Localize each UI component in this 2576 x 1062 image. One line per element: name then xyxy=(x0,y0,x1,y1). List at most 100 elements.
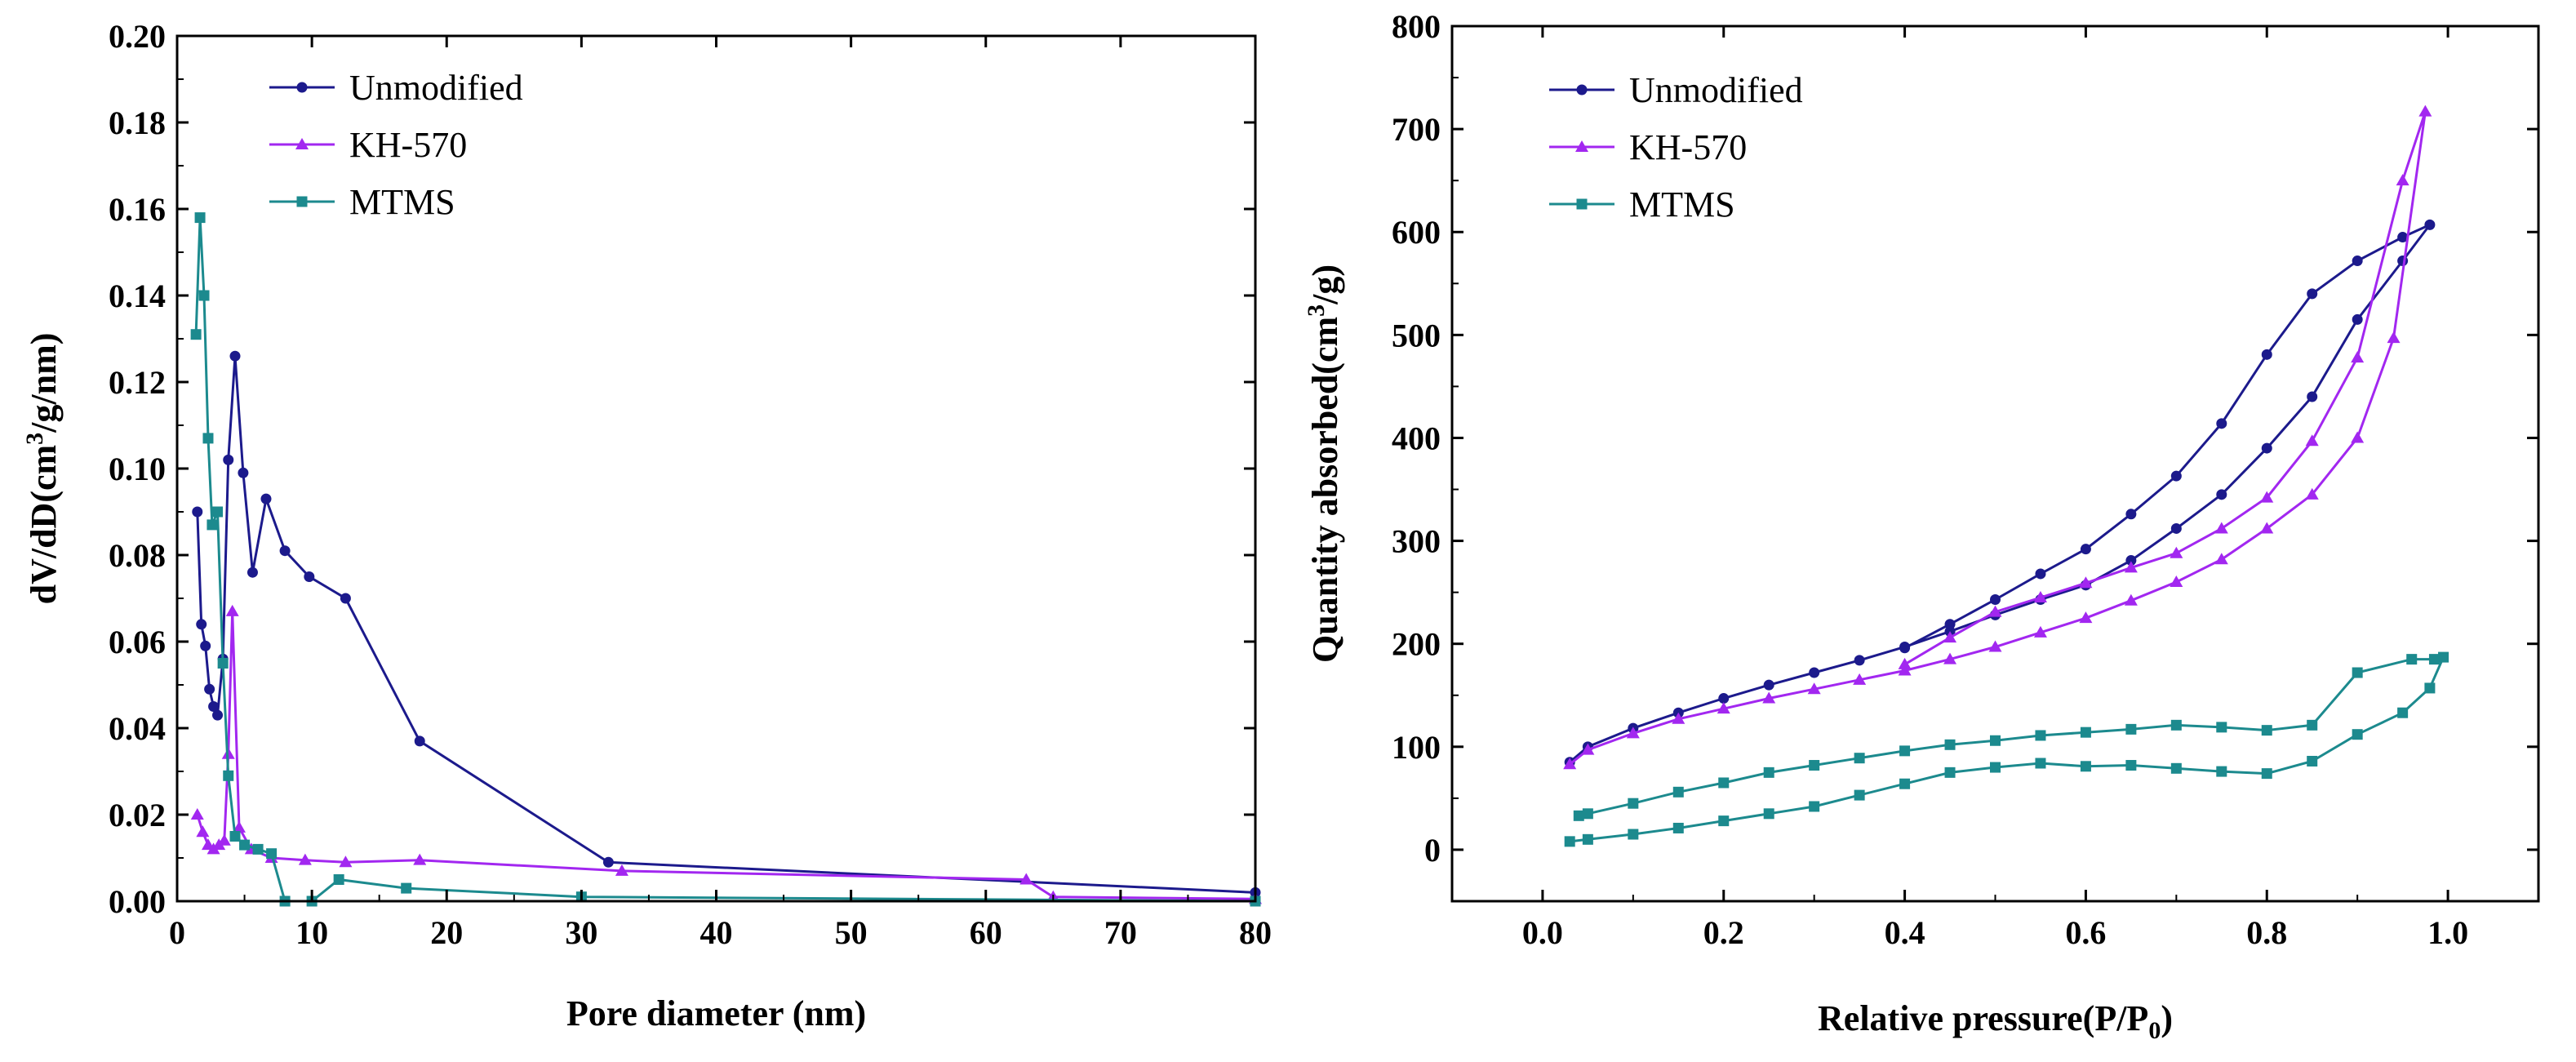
y-axis-title: dV/dD(cm3/g/nm) xyxy=(21,333,64,605)
x-tick-label: 80 xyxy=(1239,914,1272,951)
data-point xyxy=(2261,349,2272,360)
x-tick-label: 30 xyxy=(565,914,597,951)
y-axis-title-end: /g) xyxy=(1305,264,1345,305)
data-point xyxy=(1809,760,1820,771)
data-point xyxy=(217,833,231,846)
data-point xyxy=(2170,762,2182,774)
series-line xyxy=(1570,655,2446,843)
data-point xyxy=(1990,593,2001,605)
data-point xyxy=(1582,808,1593,820)
y-axis-title-main: dV/dD(cm xyxy=(24,445,64,605)
data-point xyxy=(2170,522,2182,534)
data-point xyxy=(190,329,202,340)
data-point xyxy=(2261,725,2272,736)
x-tick-label: 0.6 xyxy=(2065,914,2106,951)
data-point xyxy=(2397,232,2409,243)
series-unmodified xyxy=(192,350,1261,898)
data-point xyxy=(2397,707,2409,718)
x-tick-label: 50 xyxy=(835,914,868,951)
data-point xyxy=(1943,631,1957,643)
data-point xyxy=(1019,873,1033,885)
y-tick-label: 0.14 xyxy=(109,278,166,314)
data-point xyxy=(2079,576,2093,589)
y-tick-label: 0.08 xyxy=(109,537,166,574)
data-point xyxy=(1563,758,1577,770)
data-point xyxy=(2079,611,2093,624)
data-point xyxy=(615,864,628,876)
data-point xyxy=(2307,391,2318,402)
data-point xyxy=(238,467,249,478)
data-point xyxy=(229,350,241,362)
data-point xyxy=(1582,833,1593,845)
data-point xyxy=(207,519,218,531)
data-point xyxy=(1763,679,1774,691)
data-point xyxy=(1718,777,1730,789)
y-tick-label: 0.18 xyxy=(109,104,166,141)
x-axis-title: Pore diameter (nm) xyxy=(566,993,866,1033)
data-point xyxy=(2125,760,2137,771)
legend-marker xyxy=(1576,84,1588,96)
data-point xyxy=(1988,640,2002,652)
x-tick-label: 20 xyxy=(430,914,463,951)
y-tick-label: 0.04 xyxy=(109,710,166,747)
legend-marker xyxy=(1575,140,1588,152)
x-tick-label: 0.0 xyxy=(1522,914,1563,951)
data-point xyxy=(2170,546,2183,558)
data-point xyxy=(2216,766,2227,777)
data-point xyxy=(2170,575,2183,588)
x-tick-label: 0.4 xyxy=(1885,914,1925,951)
data-point xyxy=(2170,719,2182,731)
data-point xyxy=(2124,593,2138,606)
x-tick-label: 0 xyxy=(169,914,185,951)
data-point xyxy=(2406,654,2418,665)
data-point xyxy=(1898,657,1912,669)
data-point xyxy=(1853,673,1867,685)
pore-distribution-plot: 0 10 20 30 40 50 60 70 80 0.00 0.02 0.04 0.06 0.08 0.1… xyxy=(21,18,1272,1033)
data-point xyxy=(333,874,344,885)
data-point xyxy=(1672,822,1684,833)
data-point xyxy=(2216,418,2227,429)
data-point xyxy=(1854,753,1865,764)
x-axis-title-subscript: 0 xyxy=(2148,1017,2161,1044)
legend: Unmodified KH-570 MTMS xyxy=(269,68,523,222)
data-point xyxy=(232,820,246,833)
y-tick-label: 0.12 xyxy=(109,364,166,401)
y-axis-title-end: /g/nm) xyxy=(24,333,64,433)
data-point xyxy=(2305,434,2319,447)
data-point xyxy=(1990,762,2001,773)
y-tick-label: 400 xyxy=(1392,420,1441,456)
legend-label: MTMS xyxy=(349,182,455,222)
data-point xyxy=(2352,667,2363,678)
data-point xyxy=(1809,667,1820,678)
data-point xyxy=(2428,654,2440,665)
data-point xyxy=(1854,789,1865,801)
data-point xyxy=(2307,719,2318,731)
data-point xyxy=(2351,431,2365,443)
series-line xyxy=(1569,224,2432,763)
data-point xyxy=(2080,544,2091,555)
data-point xyxy=(2424,682,2436,694)
y-axis-title-main: Quantity absorbed(cm xyxy=(1305,317,1345,663)
data-point xyxy=(194,212,206,224)
y-tick-label: 0.06 xyxy=(109,624,166,660)
data-point xyxy=(2033,625,2047,638)
x-tick-label: 70 xyxy=(1104,914,1137,951)
data-point xyxy=(1717,702,1730,714)
data-point xyxy=(212,709,224,721)
data-point xyxy=(2418,104,2432,117)
data-point xyxy=(1807,682,1821,695)
data-point xyxy=(196,619,207,630)
data-point xyxy=(1899,778,1911,789)
data-point xyxy=(260,493,272,504)
data-point xyxy=(2438,651,2449,663)
y-tick-label: 500 xyxy=(1392,317,1441,353)
data-point xyxy=(2307,755,2318,767)
data-point xyxy=(2214,522,2228,534)
data-point xyxy=(279,545,291,557)
data-point xyxy=(2351,351,2365,363)
data-point xyxy=(1628,829,1639,840)
x-tick-label: 10 xyxy=(295,914,328,951)
data-point xyxy=(2216,722,2227,733)
data-point xyxy=(2424,219,2436,230)
data-point xyxy=(1573,810,1584,821)
